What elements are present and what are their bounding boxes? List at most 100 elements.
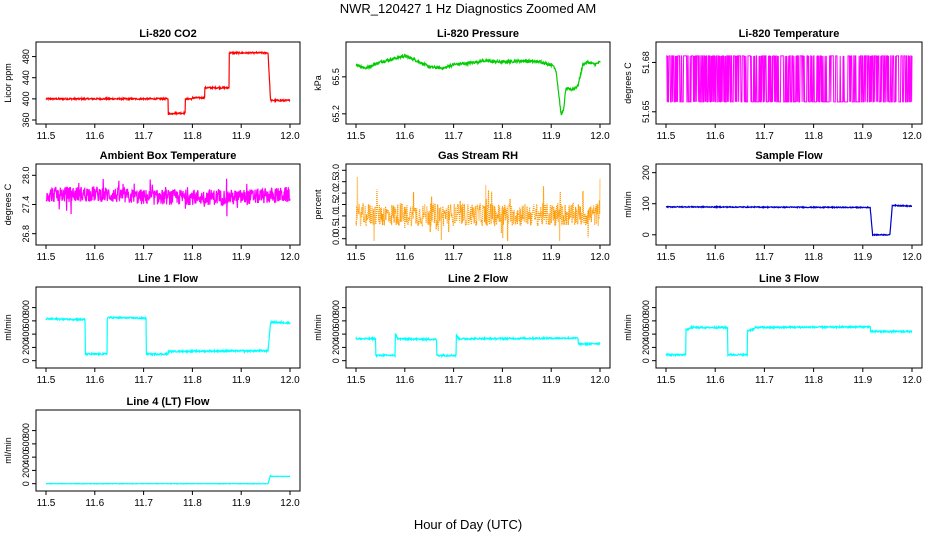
panel-5-ytick-label-3: 1.0 bbox=[331, 210, 341, 223]
panel-5-ytick-label-7: 3.0 bbox=[331, 164, 341, 177]
panel-8-ylabel: ml/min bbox=[313, 314, 323, 341]
x-axis-label: Hour of Day (UTC) bbox=[413, 517, 523, 532]
panel-2-xtick-label-4: 11.8 bbox=[493, 131, 512, 142]
panel-6-series-line bbox=[665, 203, 913, 237]
panel-4-ylabel: degrees C bbox=[3, 183, 13, 225]
panel-8-xtick-label-6: 12.0 bbox=[590, 375, 610, 386]
panel-8-ytick-label-4: 600 bbox=[331, 313, 341, 328]
panel-7-xtick-label-5: 11.9 bbox=[232, 375, 251, 386]
panel-1-ylabel: Licor ppm bbox=[3, 63, 13, 103]
panel-4-xtick-label-3: 11.7 bbox=[134, 252, 153, 263]
panel-3-ytick-label-2: 51.68 bbox=[641, 51, 651, 74]
panel-8-ytick-label-2: 200 bbox=[331, 340, 341, 355]
panel-1-ytick-label-3: 440 bbox=[21, 70, 31, 85]
panel-7-title: Line 1 Flow bbox=[138, 273, 198, 285]
panel-10-plot-frame bbox=[35, 409, 301, 492]
panel-8-xtick-label-3: 11.7 bbox=[444, 375, 463, 386]
panel-5-xtick-label-4: 11.8 bbox=[493, 252, 512, 263]
panel-8-ytick-label-5: 800 bbox=[331, 300, 341, 315]
panel-10-ytick-label-5: 800 bbox=[21, 423, 31, 438]
panel-5-xtick-label-5: 11.9 bbox=[542, 252, 561, 263]
panel-8-xtick-label-1: 11.5 bbox=[347, 375, 366, 386]
panel-10-xtick-label-2: 11.6 bbox=[85, 498, 104, 509]
panel-5-ytick-label-4: 1.5 bbox=[331, 198, 341, 211]
panel-6-xtick-label-6: 12.0 bbox=[902, 252, 922, 263]
panel-9-ytick-label-1: 0 bbox=[641, 358, 651, 363]
panel-10-xtick-label-5: 11.9 bbox=[232, 498, 251, 509]
panel-9-xtick-label-2: 11.6 bbox=[706, 375, 725, 386]
panel-4-ytick-label-2: 27.4 bbox=[21, 196, 31, 214]
panel-7-ylabel: ml/min bbox=[3, 314, 13, 341]
panel-6-ytick-label-1: 0 bbox=[641, 232, 651, 237]
panel-1-xtick-label-4: 11.8 bbox=[183, 131, 202, 142]
panel-10-series-line bbox=[45, 474, 291, 485]
panel-9-xtick-label-1: 11.5 bbox=[657, 375, 676, 386]
panel-7-xtick-label-6: 12.0 bbox=[280, 375, 300, 386]
panel-3-xtick-label-6: 12.0 bbox=[902, 131, 922, 142]
panel-10-ytick-label-2: 200 bbox=[21, 463, 31, 478]
panel-3-plot-frame bbox=[655, 41, 923, 125]
panel-5-ytick-label-1: 0.0 bbox=[331, 232, 341, 245]
panel-2-xtick-label-1: 11.5 bbox=[347, 131, 366, 142]
panel-2-ylabel: kPa bbox=[313, 75, 323, 91]
panel-3-xtick-label-1: 11.5 bbox=[657, 131, 676, 142]
panel-4-title: Ambient Box Temperature bbox=[100, 150, 237, 162]
panel-5-ytick-label-2: 0.5 bbox=[331, 221, 341, 234]
panel-2-plot-frame bbox=[345, 41, 611, 125]
panel-7-plot-frame bbox=[35, 286, 301, 369]
panel-5-series-line bbox=[355, 176, 601, 242]
panel-7-ytick-label-5: 800 bbox=[21, 300, 31, 315]
panel-4-xtick-label-1: 11.5 bbox=[37, 252, 56, 263]
panel-3-series-line bbox=[666, 55, 913, 103]
panel-2-xtick-label-2: 11.6 bbox=[395, 131, 414, 142]
panel-1-xtick-label-6: 12.0 bbox=[280, 131, 300, 142]
panel-6-plot-frame bbox=[655, 163, 923, 246]
panel-5-ylabel: percent bbox=[313, 189, 323, 220]
panel-7-xtick-label-3: 11.7 bbox=[134, 375, 153, 386]
panel-4-xtick-label-6: 12.0 bbox=[280, 252, 300, 263]
panel-7-xtick-label-2: 11.6 bbox=[85, 375, 104, 386]
panel-9-xtick-label-5: 11.9 bbox=[853, 375, 872, 386]
panel-1-xtick-label-5: 11.9 bbox=[232, 131, 251, 142]
panel-8-series-line bbox=[355, 332, 601, 359]
panel-8-title: Line 2 Flow bbox=[448, 273, 508, 285]
panel-8-ytick-label-3: 400 bbox=[331, 327, 341, 342]
panel-7-ytick-label-1: 0 bbox=[21, 358, 31, 363]
panel-7-ytick-label-3: 400 bbox=[21, 327, 31, 342]
panel-4-xtick-label-4: 11.8 bbox=[183, 252, 202, 263]
panel-1-ytick-label-1: 360 bbox=[21, 112, 31, 127]
panel-3-xtick-label-4: 11.8 bbox=[804, 131, 823, 142]
panel-2-title: Li-820 Pressure bbox=[437, 28, 519, 40]
panel-8-xtick-label-2: 11.6 bbox=[395, 375, 414, 386]
panel-5-title: Gas Stream RH bbox=[438, 150, 518, 162]
panel-6-xtick-label-4: 11.8 bbox=[804, 252, 823, 263]
panel-10-ytick-label-1: 0 bbox=[21, 481, 31, 486]
panel-7-series-line bbox=[45, 315, 291, 357]
panel-6-title: Sample Flow bbox=[755, 150, 823, 162]
panel-10-ytick-label-3: 400 bbox=[21, 450, 31, 465]
panel-5-xtick-label-1: 11.5 bbox=[347, 252, 366, 263]
panel-10-xtick-label-1: 11.5 bbox=[37, 498, 56, 509]
panel-10-xtick-label-6: 12.0 bbox=[280, 498, 300, 509]
panel-1-ytick-label-4: 480 bbox=[21, 49, 31, 64]
panel-2-ytick-label-1: 65.2 bbox=[331, 105, 341, 123]
panel-7-ytick-label-2: 200 bbox=[21, 340, 31, 355]
figure-title: NWR_120427 1 Hz Diagnostics Zoomed AM bbox=[339, 1, 597, 16]
panel-6-ytick-label-3: 200 bbox=[641, 165, 651, 180]
panel-2-xtick-label-5: 11.9 bbox=[542, 131, 561, 142]
panel-6-xtick-label-3: 11.7 bbox=[755, 252, 774, 263]
panel-5-xtick-label-2: 11.6 bbox=[395, 252, 414, 263]
panel-1-xtick-label-2: 11.6 bbox=[85, 131, 104, 142]
panel-2-xtick-label-3: 11.7 bbox=[444, 131, 463, 142]
panel-3-ylabel: degrees C bbox=[623, 62, 633, 104]
panel-5-plot-frame bbox=[345, 163, 611, 246]
panel-6-xtick-label-2: 11.6 bbox=[706, 252, 725, 263]
panel-2-xtick-label-6: 12.0 bbox=[590, 131, 610, 142]
panel-3-xtick-label-5: 11.9 bbox=[853, 131, 872, 142]
panel-1-title: Li-820 CO2 bbox=[139, 28, 196, 40]
panel-10-xtick-label-3: 11.7 bbox=[134, 498, 153, 509]
panel-4-xtick-label-5: 11.9 bbox=[232, 252, 251, 263]
panel-4-plot-frame bbox=[35, 163, 301, 246]
